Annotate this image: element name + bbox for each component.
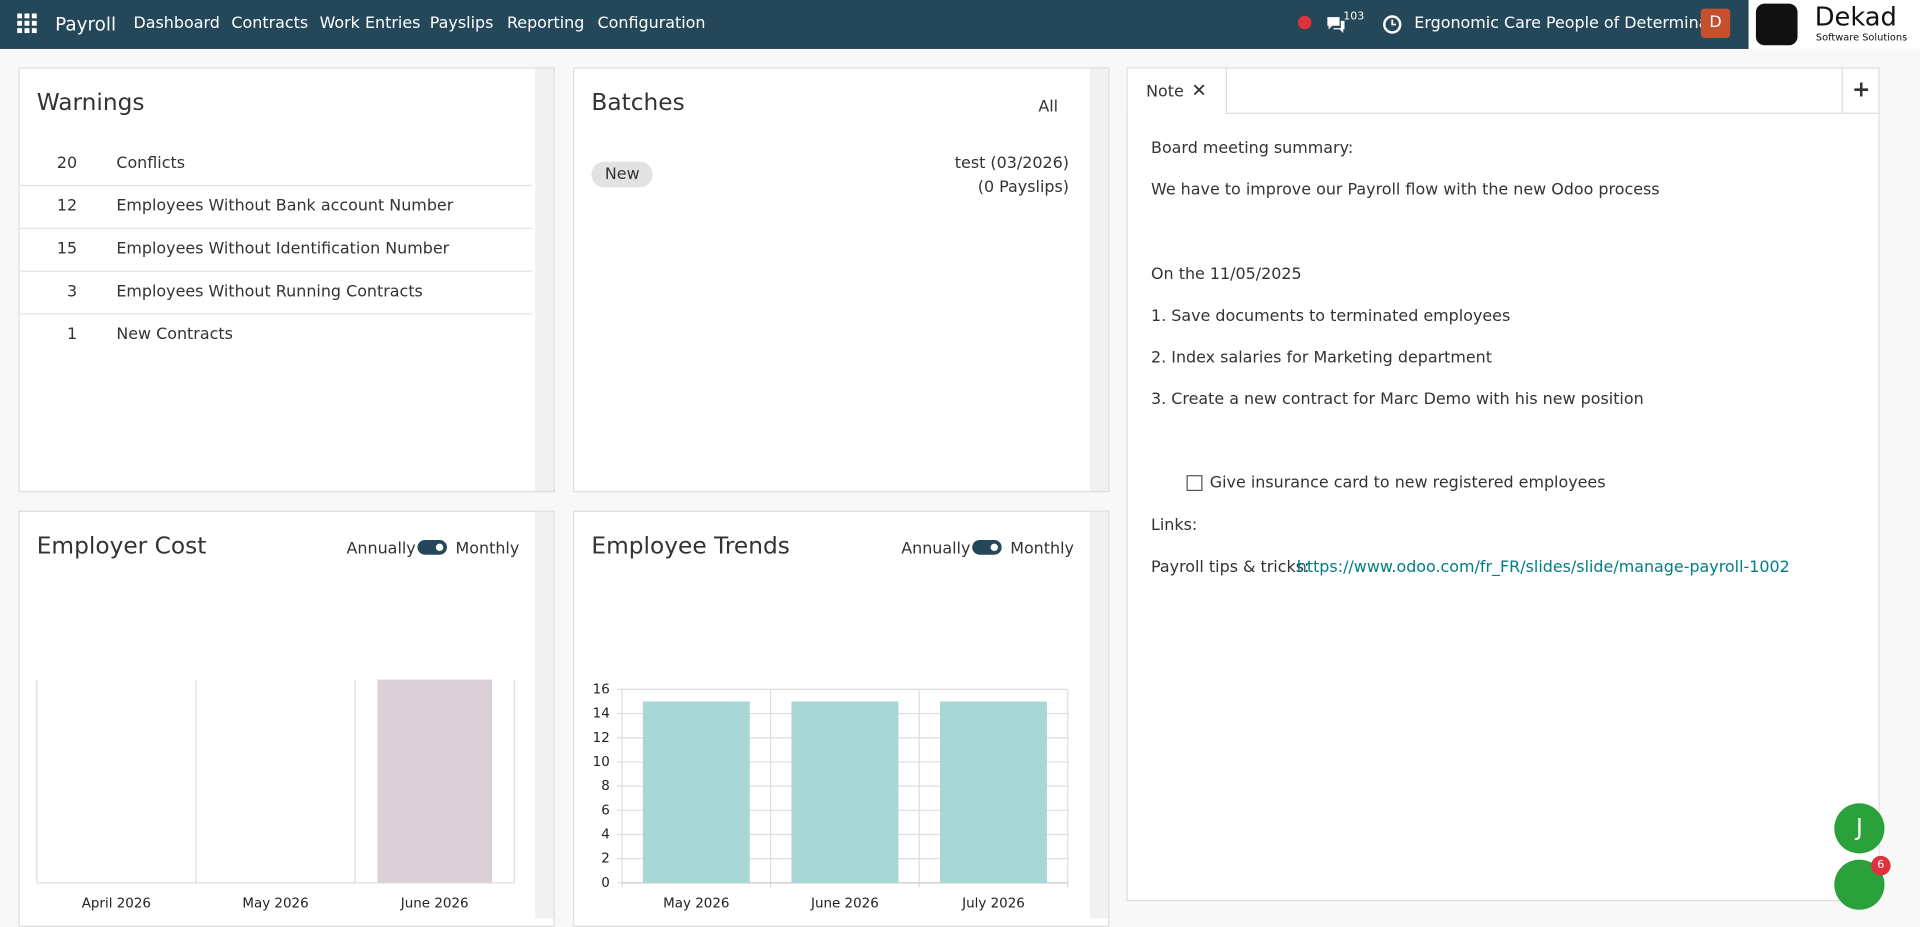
y-tick-label: 8	[601, 779, 610, 794]
logo: Dekad Software Solutions	[1748, 0, 1920, 49]
y-tick-label: 12	[593, 731, 610, 746]
warning-count: 15	[56, 240, 78, 259]
tips-label: Payroll tips & tricks:	[1151, 558, 1310, 577]
logo-subtitle: Software Solutions	[1815, 31, 1908, 43]
bar	[377, 679, 493, 883]
warning-label: New Contracts	[116, 325, 233, 345]
logo-mark	[1755, 3, 1798, 46]
y-tick-label: 16	[593, 682, 610, 697]
close-icon[interactable]: ✕	[1191, 79, 1207, 102]
company[interactable]: Ergonomic Care People of Determina...	[1414, 14, 1724, 34]
app-name[interactable]: Payroll	[55, 13, 117, 36]
menu-item[interactable]: Work Entries	[319, 14, 421, 34]
menu-item[interactable]: Reporting	[506, 14, 585, 34]
menu-item[interactable]: Configuration	[597, 14, 706, 34]
y-tick-label: 14	[593, 707, 610, 722]
toggle[interactable]	[417, 540, 447, 555]
scrollbar[interactable]	[1089, 511, 1109, 919]
x-tick-label: May 2026	[663, 897, 729, 912]
note-line: 1. Save documents to terminated employee…	[1151, 307, 1511, 326]
employee-trends-title: Employee Trends	[591, 532, 790, 560]
warning-count: 3	[67, 282, 78, 302]
chat-user[interactable]: J	[1834, 803, 1885, 854]
links-label: Links:	[1151, 516, 1198, 536]
batches-panel	[573, 67, 1110, 493]
apps-icon[interactable]	[17, 13, 38, 34]
toggle-label: Monthly	[455, 540, 520, 559]
scrollbar[interactable]	[535, 68, 554, 492]
y-tick-label: 2	[601, 852, 610, 867]
scrollbar[interactable]	[1089, 68, 1109, 492]
toggle-label: Monthly	[1010, 540, 1074, 559]
toggle-label: Annually	[901, 540, 971, 559]
warnings-title: Warnings	[36, 89, 145, 117]
add-tab[interactable]: +	[1841, 68, 1880, 113]
batches-title: Batches	[591, 89, 685, 117]
y-tick-label: 4	[601, 827, 610, 842]
chat-icon[interactable]	[1325, 15, 1347, 35]
warning-row[interactable]: 3 Employees Without Running Contracts	[18, 271, 533, 315]
batch-name[interactable]: test (03/2026)	[954, 154, 1069, 173]
batches-filter[interactable]: All	[1038, 97, 1059, 117]
toggle[interactable]	[972, 540, 1002, 555]
navbar: Payroll Dashboard Contracts Work Entries…	[0, 0, 1920, 49]
chat-badge: 6	[1871, 855, 1891, 876]
warning-count: 12	[56, 197, 78, 216]
bar	[642, 701, 750, 883]
x-tick-label: June 2026	[810, 897, 879, 912]
note-line: 2. Index salaries for Marketing departme…	[1151, 348, 1493, 368]
toggle-label: Annually	[346, 540, 416, 559]
warning-label: Employees Without Identification Number	[116, 240, 450, 259]
status-dot[interactable]	[1297, 15, 1312, 30]
warning-row[interactable]: 12 Employees Without Bank account Number	[18, 185, 533, 229]
scrollbar[interactable]	[535, 511, 554, 919]
checkbox[interactable]	[1186, 475, 1203, 492]
x-tick-label: May 2026	[242, 897, 308, 912]
tips-link[interactable]: https://www.odoo.com/fr_FR/slides/slide/…	[1296, 558, 1790, 577]
x-tick-label: June 2026	[400, 897, 469, 912]
note-line: We have to improve our Payroll flow with…	[1151, 181, 1660, 200]
avatar[interactable]: D	[1700, 8, 1731, 38]
note-line: Board meeting summary:	[1151, 139, 1354, 158]
warning-label: Employees Without Bank account Number	[116, 197, 454, 216]
bar	[791, 701, 899, 883]
menu-item[interactable]: Contracts	[231, 14, 309, 34]
logo-title: Dekad	[1814, 2, 1897, 32]
menu-item[interactable]: Payslips	[429, 14, 494, 34]
batch-payslips: (0 Payslips)	[977, 178, 1069, 198]
bar	[939, 701, 1047, 883]
warnings-panel	[18, 67, 555, 493]
warning-count: 1	[67, 325, 78, 345]
batch-status: New	[591, 161, 654, 188]
checkbox-label: Give insurance card to new registered em…	[1209, 473, 1606, 493]
menu-item[interactable]: Dashboard	[133, 14, 220, 34]
warning-row[interactable]: 1 New Contracts	[18, 313, 532, 356]
note-panel	[1126, 67, 1880, 902]
clock-icon[interactable]	[1382, 15, 1402, 35]
tab-line	[1225, 112, 1879, 114]
message-count: 103	[1343, 11, 1365, 24]
warning-label: Conflicts	[116, 154, 186, 173]
x-tick-label: April 2026	[82, 897, 151, 912]
y-tick-label: 6	[601, 803, 610, 818]
warning-row[interactable]: 15 Employees Without Identification Numbe…	[18, 228, 533, 272]
note-line: 3. Create a new contract for Marc Demo w…	[1151, 390, 1644, 409]
warning-row[interactable]: 20 Conflicts	[18, 142, 533, 187]
note-tab[interactable]	[1127, 68, 1227, 114]
note-line: On the 11/05/2025	[1151, 265, 1302, 285]
y-tick-label: 10	[593, 755, 610, 770]
note-tab-label[interactable]: Note	[1146, 83, 1184, 102]
employer-cost-title: Employer Cost	[36, 532, 207, 560]
x-tick-label: July 2026	[961, 897, 1025, 912]
warning-label: Employees Without Running Contracts	[116, 282, 423, 302]
warning-count: 20	[56, 154, 78, 173]
y-tick-label: 0	[601, 876, 610, 891]
